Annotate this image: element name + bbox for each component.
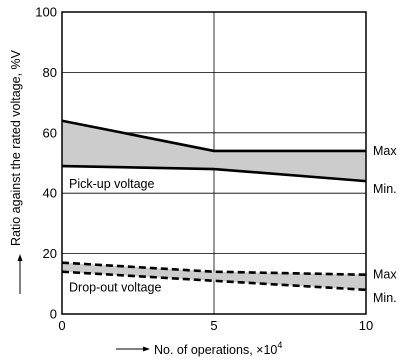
y-tick-100: 100 [35,5,57,20]
dropout-voltage-label: Drop-out voltage [69,281,161,295]
x-axis-arrow [116,346,150,352]
pickup-max-label: Max [373,144,397,158]
y-tick-80: 80 [43,65,57,80]
x-tick-0: 0 [58,318,65,333]
x-tick-10: 10 [359,318,373,333]
series-labels: Max Min. Pick-up voltage Max Min. Drop-out vo… [69,144,397,305]
y-axis-arrow [17,254,23,294]
y-axis-label: Ratio against the rated voltage, %V [9,49,23,246]
plot-frame [61,11,367,315]
pickup-min-label: Min. [373,182,397,196]
x-axis-label-exponent: 4 [277,340,282,350]
dropout-min-label: Min. [373,291,397,305]
y-tick-40: 40 [43,186,57,201]
bands [61,119,367,292]
dropout-band-fill [62,262,366,290]
x-axis-label: No. of operations, ×104 [154,340,282,357]
tick-labels: 0 20 40 60 80 100 0 5 10 [35,5,373,334]
pickup-max-line [61,119,366,153]
y-tick-0: 0 [50,307,57,322]
pickup-voltage-label: Pick-up voltage [69,177,155,191]
x-tick-5: 5 [210,318,217,333]
y-tick-20: 20 [43,246,57,261]
pickup-min-line [61,164,367,183]
y-tick-60: 60 [43,125,57,140]
dropout-max-label: Max [373,268,397,282]
dropout-min-line [61,270,367,292]
dropout-max-line [61,261,367,277]
x-axis-label-text: No. of operations, ×10 [154,343,277,357]
